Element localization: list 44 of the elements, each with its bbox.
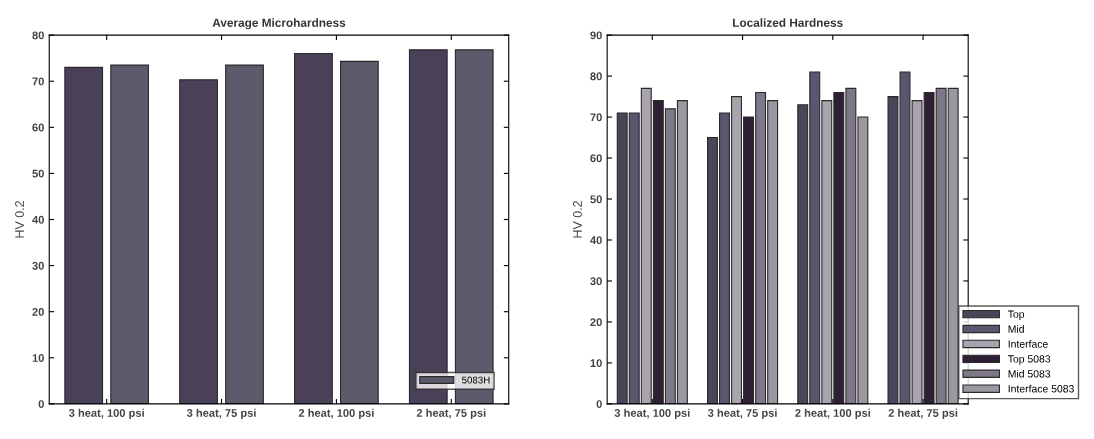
y-tick-label: 10 xyxy=(590,359,602,368)
legend-label: Interface 5083 xyxy=(1008,384,1074,393)
x-tick-label: 2 heat, 100 psi xyxy=(795,408,871,420)
y-tick-label: 80 xyxy=(590,72,602,81)
y-tick-label: 30 xyxy=(590,277,602,286)
legend-label: Top xyxy=(1007,310,1025,320)
bar xyxy=(64,66,104,404)
y-axis-title: HV 0.2 xyxy=(573,201,582,238)
legend-label: Interface xyxy=(1008,340,1048,348)
x-tick-label: 3 heat, 75 psi xyxy=(707,408,777,420)
y-tick-label: 0 xyxy=(596,400,602,409)
x-tick-label: 2 heat, 75 psi xyxy=(888,408,958,420)
y-tick-label: 90 xyxy=(590,31,602,40)
y-tick-label: 40 xyxy=(32,215,44,224)
bar xyxy=(179,79,218,404)
x-tick-label: 3 heat, 100 psi xyxy=(614,408,690,420)
y-tick-label: 30 xyxy=(32,261,44,270)
y-tick-label: 70 xyxy=(32,77,44,86)
y-tick-label: 70 xyxy=(590,113,602,122)
legend-label: Top 5083 xyxy=(1007,355,1051,365)
x-tick-label: 2 heat, 100 psi xyxy=(298,408,374,420)
x-tick-label: 2 heat, 75 psi xyxy=(416,408,486,420)
bar xyxy=(294,53,333,404)
chart-title: Average Microhardness xyxy=(212,18,346,30)
y-axis-title: HV 0.2 xyxy=(15,201,24,238)
y-tick-label: 10 xyxy=(32,354,44,362)
x-tick-label: 3 heat, 100 psi xyxy=(68,408,144,420)
y-tick-label: 0 xyxy=(38,400,44,409)
legend-label: Mid xyxy=(1008,325,1024,333)
chart-title: Localized Hardness xyxy=(733,18,843,27)
y-tick-label: 20 xyxy=(590,318,602,327)
bar xyxy=(339,60,379,404)
y-tick-label: 60 xyxy=(590,154,602,163)
bar xyxy=(225,64,264,404)
y-tick-label: 60 xyxy=(32,123,44,132)
y-tick-label: 40 xyxy=(590,236,602,245)
legend-label: Mid 5083 xyxy=(1008,369,1051,378)
y-tick-label: 80 xyxy=(32,31,44,40)
y-tick-label: 50 xyxy=(32,169,44,178)
x-tick-label: 3 heat, 75 psi xyxy=(186,408,256,420)
y-tick-label: 50 xyxy=(590,195,602,204)
bar xyxy=(110,64,150,404)
legend-label: 5083H xyxy=(461,376,490,384)
y-tick-label: 20 xyxy=(32,307,44,316)
